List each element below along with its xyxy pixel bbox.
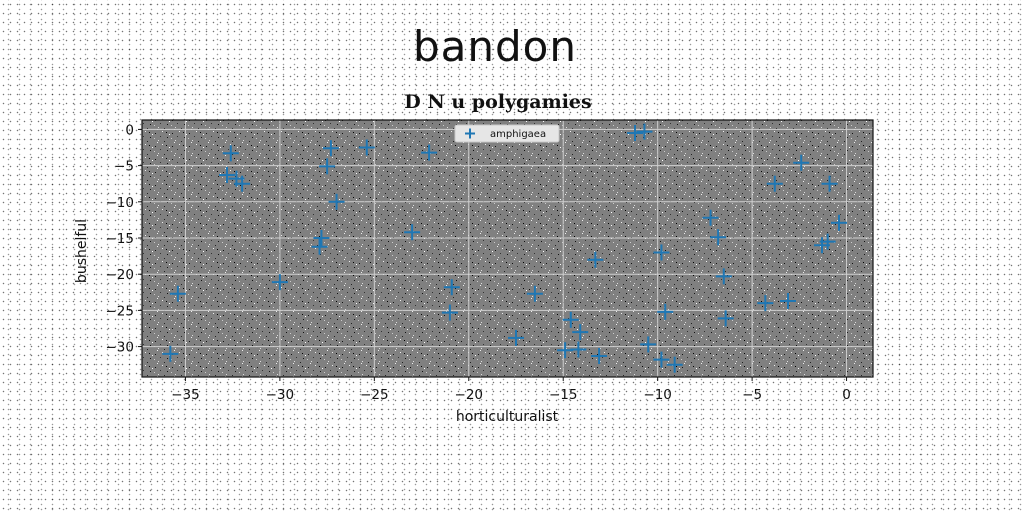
x-tick-label: 0 — [842, 387, 851, 403]
data-point — [322, 140, 339, 157]
legend-label: amphigaea — [490, 129, 546, 140]
x-tick-label: −30 — [266, 387, 295, 403]
y-tick-label: −10 — [106, 195, 135, 211]
data-point — [443, 279, 460, 296]
data-point — [162, 345, 179, 362]
plot-frame — [141, 119, 874, 378]
data-point — [657, 303, 674, 320]
data-point — [653, 351, 670, 368]
data-point — [570, 341, 587, 358]
plot-area: −35 −30 −25 −20 −15 −10 −5 0 0 −5 −10 −15 −20 −25 −30 — [106, 119, 874, 403]
plot-noise — [142, 120, 873, 377]
data-point — [358, 139, 375, 156]
data-point — [587, 251, 604, 268]
data-point — [780, 292, 796, 309]
x-tick-label: −15 — [549, 387, 578, 403]
data-point — [831, 214, 847, 231]
data-point — [819, 233, 836, 250]
x-tick-label: −25 — [360, 387, 389, 403]
data-point — [757, 295, 774, 312]
data-point — [627, 125, 643, 142]
data-point — [313, 230, 330, 247]
data-point — [640, 336, 657, 353]
chart-title: D N u polygamies — [404, 91, 591, 113]
page-title: bandon — [413, 22, 577, 71]
data-point — [766, 175, 783, 192]
data-point — [636, 123, 653, 140]
y-tick-label: −5 — [114, 159, 134, 175]
data-point — [508, 329, 524, 346]
data-point — [710, 229, 727, 246]
data-point — [717, 310, 734, 327]
y-tick-label: −20 — [106, 267, 135, 283]
data-point — [421, 144, 438, 161]
data-point — [404, 224, 421, 241]
data-point — [591, 348, 608, 365]
data-point — [702, 209, 719, 226]
legend-marker — [465, 128, 475, 139]
x-axis-label: horticulturalist — [456, 409, 559, 425]
data-point — [169, 285, 186, 302]
y-tick-label: −25 — [106, 303, 135, 319]
data-point — [311, 238, 328, 255]
data-point — [793, 154, 810, 171]
y-tick-label: −15 — [106, 231, 135, 247]
data-point — [319, 158, 336, 175]
y-axis-label: bushelful — [74, 219, 90, 283]
y-tick-label: −30 — [106, 340, 135, 356]
legend: amphigaea — [454, 124, 560, 143]
data-point — [821, 175, 838, 192]
data-point — [715, 268, 732, 285]
x-tick-label: −5 — [742, 387, 762, 403]
legend-box — [454, 124, 560, 143]
data-point — [526, 285, 543, 302]
y-tick-label: 0 — [125, 122, 134, 138]
data-point — [328, 193, 345, 210]
data-point — [562, 311, 579, 328]
data-point — [219, 167, 235, 184]
data-point — [234, 175, 251, 192]
data-point — [271, 274, 288, 291]
data-point — [653, 244, 670, 261]
data-point — [441, 304, 458, 321]
data-point — [666, 356, 683, 373]
data-point — [222, 145, 239, 162]
data-point — [572, 324, 589, 341]
x-tick-label: −35 — [171, 387, 200, 403]
x-tick-label: −10 — [643, 387, 672, 403]
x-tick-label: −20 — [455, 387, 484, 403]
